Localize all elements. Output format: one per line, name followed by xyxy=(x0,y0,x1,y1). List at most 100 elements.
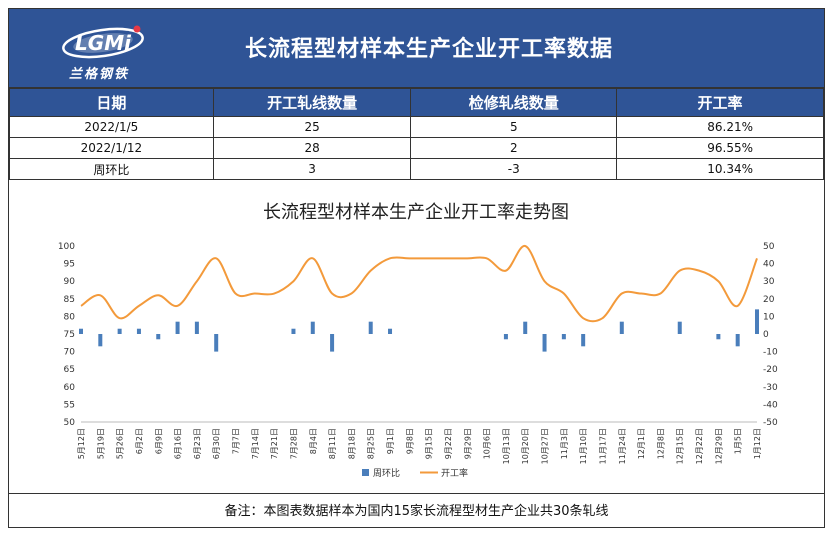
x-tick-label: 8月4日 xyxy=(309,428,318,454)
bar-weekly-change xyxy=(136,328,141,334)
y-left-tick-label: 65 xyxy=(64,365,75,375)
x-tick-label: 7月21日 xyxy=(270,428,279,459)
table-cell: 86.21% xyxy=(616,116,824,138)
page-title: 长流程型材样本生产企业开工率数据 xyxy=(244,37,613,62)
x-tick-label: 11月24日 xyxy=(618,428,627,464)
x-tick-label: 5月12日 xyxy=(77,428,86,459)
x-tick-label: 11月17日 xyxy=(598,428,607,464)
table-row: 周环比 3 -3 10.34% xyxy=(9,158,824,180)
report-frame: LGMi 兰格钢铁 长流程型材样本生产企业开工率数据 日期 开工轧线数量 检修轧… xyxy=(8,8,825,528)
bar-weekly-change xyxy=(330,334,335,352)
legend-swatch-bar xyxy=(362,469,369,476)
x-tick-label: 1月5日 xyxy=(734,428,743,454)
bar-weekly-change xyxy=(291,328,296,334)
bar-weekly-change xyxy=(561,334,566,340)
y-left-tick-label: 75 xyxy=(64,330,75,340)
x-tick-label: 8月18日 xyxy=(347,428,356,459)
table-cell: 2 xyxy=(410,137,618,159)
footer-note: 备注：本图表数据样本为国内15家长流程型材生产企业共30条轧线 xyxy=(224,504,609,519)
x-tick-label: 5月19日 xyxy=(96,428,105,459)
bar-weekly-change xyxy=(581,334,586,347)
y-right-tick-label: 50 xyxy=(763,242,775,252)
x-tick-label: 9月1日 xyxy=(386,428,395,454)
x-tick-label: 11月3日 xyxy=(560,428,569,459)
legend-label-line: 开工率 xyxy=(441,467,468,479)
x-tick-label: 9月29日 xyxy=(463,428,472,459)
trend-chart: 长流程型材样本生产企业开工率走势图 50 55 60 65 70 75 80 85 90 95 10… xyxy=(58,202,778,479)
x-tick-label: 6月30日 xyxy=(212,428,221,459)
chart-title: 长流程型材样本生产企业开工率走势图 xyxy=(263,202,569,223)
bar-weekly-change xyxy=(98,334,103,347)
table-cell: 3 xyxy=(212,158,412,180)
y-left-tick-label: 50 xyxy=(64,418,76,428)
column-header: 开工率 xyxy=(616,88,824,117)
y-left-tick-label: 85 xyxy=(64,295,75,305)
x-tick-label: 9月15日 xyxy=(425,428,434,459)
column-header: 开工轧线数量 xyxy=(212,88,412,117)
bar-weekly-change xyxy=(310,321,315,334)
bar-weekly-change xyxy=(117,328,122,334)
bar-weekly-change xyxy=(388,328,393,334)
x-tick-label: 10月27日 xyxy=(541,428,550,464)
x-tick-label: 6月16日 xyxy=(174,428,183,459)
y-right-tick-label: 0 xyxy=(763,330,769,340)
y-left-tick-label: 70 xyxy=(64,348,76,358)
x-tick-label: 6月9日 xyxy=(154,428,163,454)
x-tick-label: 9月22日 xyxy=(444,428,453,459)
column-header: 检修轧线数量 xyxy=(410,88,618,117)
x-tick-label: 12月8日 xyxy=(656,428,665,459)
y-left-tick-label: 90 xyxy=(64,277,76,287)
y-left-tick-label: 55 xyxy=(64,400,75,410)
x-tick-label: 1月12日 xyxy=(753,428,762,459)
table-cell: 96.55% xyxy=(616,137,824,159)
y-right-tick-label: -10 xyxy=(763,348,778,358)
bar-weekly-change xyxy=(79,328,83,334)
y-right-tick-label: -40 xyxy=(763,400,778,410)
x-tick-label: 6月23日 xyxy=(193,428,202,459)
bar-weekly-change xyxy=(156,334,161,340)
lgmi-logo: LGMi xyxy=(62,25,144,59)
x-tick-label: 9月8日 xyxy=(405,428,414,454)
stats-table: 日期 开工轧线数量 检修轧线数量 开工率 2022/1/5 25 5 86.21… xyxy=(9,88,824,180)
x-tick-label: 5月26日 xyxy=(116,428,125,459)
y-left-tick-label: 80 xyxy=(64,312,76,322)
y-right-tick-label: -20 xyxy=(763,365,778,375)
x-tick-label: 10月13日 xyxy=(502,428,511,464)
table-cell: 5 xyxy=(410,116,618,138)
y-right-tick-label: 40 xyxy=(763,260,775,270)
x-tick-label: 12月1日 xyxy=(637,428,646,459)
x-tick-label: 11月10日 xyxy=(579,428,588,464)
bar-weekly-change xyxy=(503,334,508,340)
table-header-row: 日期 开工轧线数量 检修轧线数量 开工率 xyxy=(9,88,824,117)
table-cell: 10.34% xyxy=(616,158,824,180)
table-cell: 25 xyxy=(212,116,412,138)
bar-weekly-change xyxy=(175,321,180,334)
legend-label-bar: 周环比 xyxy=(373,467,400,479)
x-tick-label: 8月25日 xyxy=(367,428,376,459)
bar-weekly-change xyxy=(755,309,759,334)
bar-weekly-change xyxy=(368,321,373,334)
x-tick-label: 12月29日 xyxy=(714,428,723,464)
table-row: 2022/1/12 28 2 96.55% xyxy=(9,137,824,159)
y-right-tick-label: 30 xyxy=(763,277,775,287)
bar-weekly-change xyxy=(716,334,721,340)
x-tick-label: 6月2日 xyxy=(135,428,144,454)
bar-weekly-change xyxy=(542,334,547,352)
bar-weekly-change xyxy=(735,334,740,347)
bar-weekly-change xyxy=(619,321,624,334)
x-tick-label: 10月6日 xyxy=(483,428,492,459)
table-row: 2022/1/5 25 5 86.21% xyxy=(9,116,824,138)
y-right-tick-label: 20 xyxy=(763,295,775,305)
chart-area: 长流程型材样本生产企业开工率走势图 50 55 60 65 70 75 80 85 90 95 10… xyxy=(9,176,824,494)
x-tick-label: 12月15日 xyxy=(676,428,685,464)
bar-weekly-change xyxy=(214,334,219,352)
y-left-tick-label: 100 xyxy=(58,242,75,252)
logo-subtext: 兰格钢铁 xyxy=(69,67,130,82)
bar-weekly-change xyxy=(677,321,682,334)
x-tick-label: 10月20日 xyxy=(521,428,530,464)
y-right-tick-label: -50 xyxy=(763,418,778,428)
x-tick-label: 7月7日 xyxy=(232,428,241,454)
x-tick-label: 8月11日 xyxy=(328,428,337,459)
report-header: LGMi 兰格钢铁 长流程型材样本生产企业开工率数据 xyxy=(9,9,824,88)
y-left-tick-label: 60 xyxy=(64,383,76,393)
